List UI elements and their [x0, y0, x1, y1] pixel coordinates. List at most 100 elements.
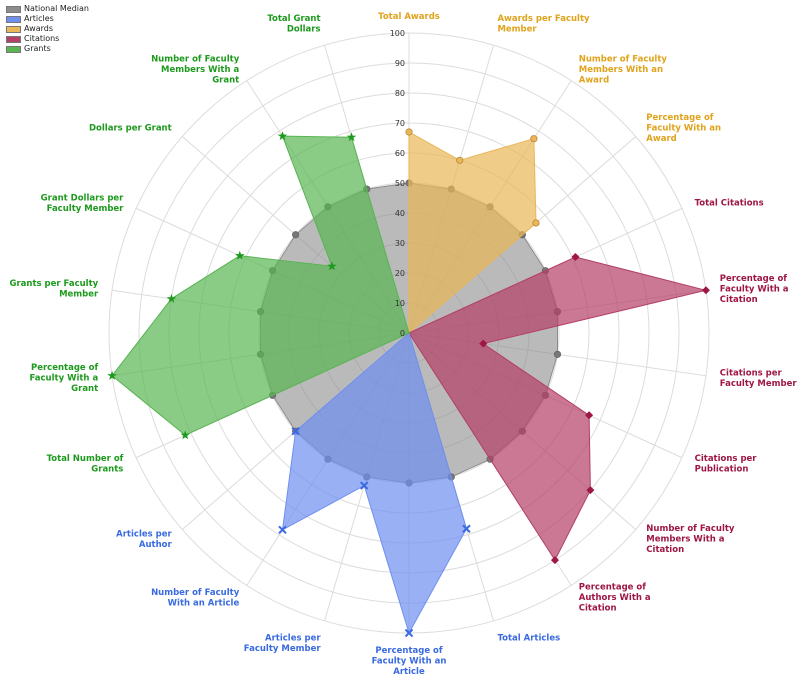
- axis-label: Percentage of Faculty With a Citation: [720, 274, 789, 305]
- axis-label-line: Faculty Member: [244, 644, 322, 654]
- axis-label: Number of Faculty With an Article: [151, 588, 240, 609]
- axis-label-line: Number of Faculty: [151, 588, 240, 598]
- axis-label: Total Grant Dollars: [267, 14, 320, 35]
- legend-item-grants[interactable]: Grants: [6, 44, 89, 54]
- axis-label-line: Members With an: [579, 65, 663, 75]
- axis-label-line: Citations per: [720, 368, 783, 378]
- axis-label-line: Grants: [91, 465, 123, 475]
- data-point: [277, 131, 288, 141]
- axis-label-line: Percentage of: [31, 363, 98, 373]
- legend-label: National Median: [24, 4, 89, 13]
- data-point: [550, 556, 559, 565]
- data-point: [553, 350, 562, 358]
- axis-label: Citations per Publication: [695, 454, 758, 475]
- axis-label-line: Number of Faculty: [151, 54, 240, 64]
- axis-label-line: Article: [393, 667, 425, 677]
- axis-label-line: Faculty With a: [29, 374, 98, 384]
- r-tick-label: 40: [395, 209, 405, 218]
- axis-label-line: Faculty With a: [720, 284, 789, 294]
- axis-label-line: Number of Faculty: [646, 524, 735, 534]
- axis-label-line: Grant: [71, 384, 98, 394]
- r-tick-label: 90: [395, 59, 405, 68]
- axis-label-line: Members With a: [646, 535, 725, 545]
- data-point: [462, 524, 471, 533]
- axis-label: Total Awards: [378, 12, 440, 22]
- axis-label-line: Author: [139, 540, 173, 550]
- r-tick-label: 20: [395, 269, 405, 278]
- axis-label-line: Citation: [646, 545, 684, 555]
- legend-item-national-median[interactable]: National Median: [6, 4, 89, 14]
- r-tick-label: 80: [395, 89, 405, 98]
- data-point: [586, 486, 595, 495]
- axis-label-line: Faculty Member: [47, 204, 125, 214]
- data-point: [530, 135, 538, 143]
- axis-label-line: Award: [579, 75, 609, 85]
- axis-label: Percentage of Authors With a Citation: [579, 583, 651, 614]
- data-point: [532, 219, 540, 227]
- axis-label-line: Faculty With an: [646, 123, 721, 133]
- legend-item-citations[interactable]: Citations: [6, 34, 89, 44]
- axis-label-line: Total Grant: [267, 14, 320, 24]
- legend-item-articles[interactable]: Articles: [6, 14, 89, 24]
- axis-label-line: Articles per: [265, 633, 321, 643]
- data-point: [585, 411, 594, 420]
- legend-label: Grants: [24, 44, 51, 53]
- axis-label-line: Citations per: [695, 454, 758, 464]
- axis-label: Percentage of Faculty With a Grant: [29, 363, 98, 394]
- axis-label: Number of Faculty Members With a Citation: [646, 524, 735, 555]
- data-point: [292, 231, 300, 239]
- legend-label: Awards: [24, 24, 53, 33]
- axis-label-line: Faculty With an: [372, 657, 447, 667]
- r-tick-label: 50: [395, 179, 405, 188]
- axis-label-line: Citation: [579, 604, 617, 614]
- axis-label: Number of Faculty Members With an Award: [579, 54, 668, 85]
- legend-swatch: [6, 35, 21, 43]
- data-point: [571, 252, 580, 261]
- axis-label-line: Grant: [212, 75, 239, 85]
- axis-label-line: Percentage of: [720, 274, 787, 284]
- axis-label-line: Publication: [695, 465, 749, 475]
- data-point: [235, 250, 245, 260]
- data-point: [166, 293, 177, 303]
- axis-label: Grant Dollars per Faculty Member: [41, 193, 125, 214]
- data-point: [479, 339, 488, 348]
- axis-label: Percentage of Faculty With an Article: [372, 646, 447, 677]
- data-point: [180, 430, 190, 440]
- legend-label: Articles: [24, 14, 54, 23]
- axis-label-line: Awards per Faculty: [497, 14, 590, 24]
- legend-label: Citations: [24, 34, 60, 43]
- axis-label-line: Grant Dollars per: [41, 193, 124, 203]
- data-point: [701, 286, 710, 295]
- axis-label-line: Total Awards: [378, 12, 440, 22]
- axis-label-line: Articles per: [116, 529, 172, 539]
- legend-swatch: [6, 5, 21, 13]
- data-point: [456, 156, 464, 164]
- axis-label: Awards per Faculty Member: [497, 14, 590, 35]
- axis-label-line: Dollars per Grant: [89, 123, 172, 133]
- data-point: [404, 628, 414, 638]
- r-tick-label: 60: [395, 149, 405, 158]
- series-area: [408, 256, 707, 562]
- axis-label: Dollars per Grant: [89, 123, 172, 133]
- legend-item-awards[interactable]: Awards: [6, 24, 89, 34]
- legend-swatch: [6, 15, 21, 23]
- r-tick-label: 10: [395, 299, 405, 308]
- data-point: [405, 128, 413, 136]
- series-area: [408, 131, 537, 335]
- axis-label-line: Faculty Member: [720, 379, 798, 389]
- r-tick-label: 100: [390, 29, 405, 38]
- data-point: [107, 370, 117, 380]
- axis-label-line: Percentage of: [375, 646, 442, 656]
- legend: National Median Articles Awards Citation…: [6, 4, 89, 54]
- axis-label: Percentage of Faculty With an Award: [646, 113, 721, 144]
- axis-label-line: Grants per Faculty: [9, 279, 98, 289]
- data-point: [278, 525, 287, 535]
- axis-label-line: Authors With a: [579, 593, 651, 603]
- axis-label-line: Citation: [720, 295, 758, 305]
- data-point: [327, 261, 337, 271]
- axis-label-line: With an Article: [168, 598, 240, 608]
- legend-swatch: [6, 45, 21, 53]
- r-tick-label: 30: [395, 239, 405, 248]
